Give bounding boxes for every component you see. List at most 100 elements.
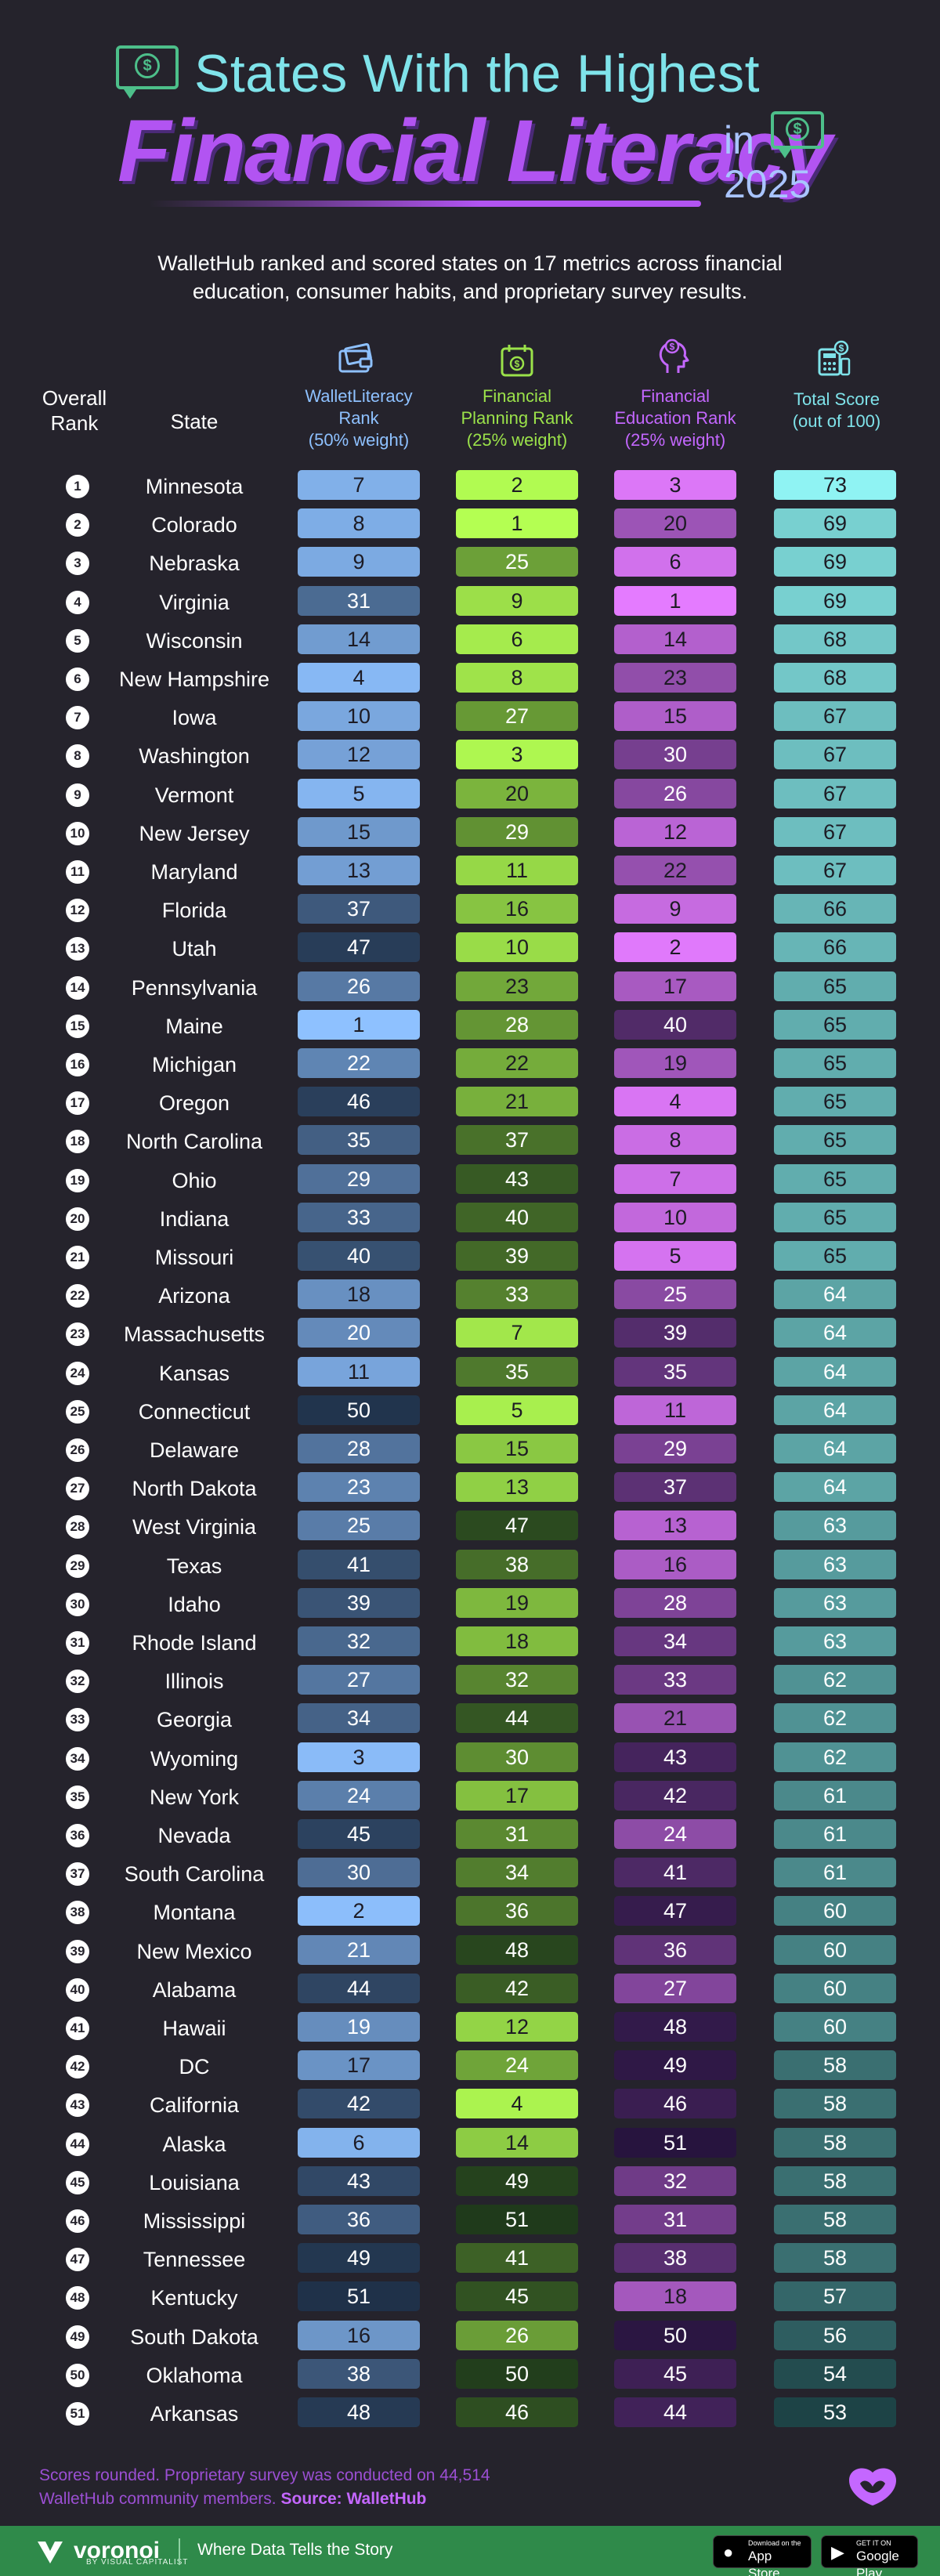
state-name: North Carolina: [125, 1130, 263, 1154]
total-score-cell: 63: [774, 1587, 896, 1618]
state-name: Utah: [172, 937, 217, 961]
financial-education-rank-cell: 37: [614, 1472, 736, 1503]
total-score-cell: 57: [774, 2281, 896, 2312]
table-row: 35 New York 24 17 42 61: [0, 1776, 940, 1814]
financial-education-rank-cell: 35: [614, 1356, 736, 1387]
wallet-literacy-rank-cell: 22: [298, 1048, 420, 1078]
financial-planning-rank-cell: 3: [456, 740, 578, 770]
table-row: 2 Colorado 8 1 20 69: [0, 504, 940, 542]
table-row: 20 Indiana 33 40 10 65: [0, 1198, 940, 1236]
total-score-cell: 69: [774, 508, 896, 539]
wallet-literacy-rank-cell: 27: [298, 1665, 420, 1695]
state-name: Massachusetts: [123, 1322, 266, 1347]
financial-planning-rank-cell: 50: [456, 2358, 578, 2389]
financial-education-rank-cell: 9: [614, 894, 736, 924]
table-row: 30 Idaho 39 19 28 63: [0, 1583, 940, 1622]
financial-education-rank-cell: 33: [614, 1665, 736, 1695]
table-row: 36 Nevada 45 31 24 61: [0, 1814, 940, 1853]
app-store-button[interactable]: ● Download on the App Store: [713, 2535, 812, 2576]
total-score-cell: 65: [774, 1125, 896, 1156]
wallet-literacy-rank-cell: 9: [298, 547, 420, 577]
total-score-cell: 60: [774, 2012, 896, 2042]
table-row: 27 North Dakota 23 13 37 64: [0, 1467, 940, 1506]
total-score-cell: 63: [774, 1626, 896, 1656]
total-score-cell: 67: [774, 856, 896, 885]
overall-rank-badge: 2: [66, 513, 89, 537]
overall-rank-badge: 48: [66, 2286, 89, 2310]
financial-planning-rank-cell: 48: [456, 1934, 578, 1965]
financial-education-rank-cell: 32: [614, 2165, 736, 2196]
table-row: 3 Nebraska 9 25 6 69: [0, 542, 940, 581]
financial-planning-rank-cell: 19: [456, 1587, 578, 1618]
table-row: 18 North Carolina 35 37 8 65: [0, 1120, 940, 1159]
state-name: South Carolina: [124, 1862, 265, 1887]
title-line-2: Financial Literacy: [118, 102, 832, 200]
overall-rank-badge: 34: [66, 1746, 89, 1771]
financial-planning-rank-cell: 51: [456, 2205, 578, 2234]
financial-planning-rank-cell: 47: [456, 1511, 578, 1541]
overall-rank-badge: 27: [66, 1477, 89, 1501]
state-name: Minnesota: [145, 475, 244, 498]
financial-education-rank-cell: 44: [614, 2397, 736, 2427]
financial-education-rank-cell: 28: [614, 1587, 736, 1618]
financial-planning-rank-cell: 44: [456, 1703, 578, 1734]
overall-rank-badge: 43: [66, 2093, 89, 2118]
total-score-cell: 67: [774, 701, 896, 732]
wallet-literacy-rank-cell: 50: [298, 1395, 420, 1425]
table-row: 23 Massachusetts 20 7 39 64: [0, 1313, 940, 1351]
financial-education-rank-cell: 19: [614, 1048, 736, 1078]
wallet-literacy-rank-cell: 41: [298, 1549, 420, 1579]
financial-education-rank-cell: 22: [614, 856, 736, 885]
financial-planning-rank-cell: 1: [456, 508, 578, 539]
total-score-cell: 58: [774, 2127, 896, 2158]
overall-rank-badge: 18: [66, 1130, 89, 1154]
total-score-cell: 64: [774, 1395, 896, 1425]
overall-rank-badge: 28: [66, 1515, 89, 1539]
state-name: Florida: [161, 899, 227, 923]
table-row: 46 Mississippi 36 51 31 58: [0, 2200, 940, 2238]
financial-education-rank-cell: 14: [614, 624, 736, 654]
state-name: Kentucky: [150, 2286, 238, 2310]
table-row: 33 Georgia 34 44 21 62: [0, 1699, 940, 1737]
overall-rank-badge: 29: [66, 1554, 89, 1578]
financial-planning-rank-cell: 10: [456, 932, 578, 963]
financial-education-rank-cell: 30: [614, 740, 736, 770]
wallet-literacy-rank-cell: 5: [298, 778, 420, 809]
wallet-literacy-rank-cell: 19: [298, 2012, 420, 2042]
state-name: Missouri: [154, 1246, 234, 1269]
google-play-button[interactable]: ▶ GET IT ON Google Play: [821, 2535, 918, 2576]
table-row: 5 Wisconsin 14 6 14 68: [0, 620, 940, 658]
total-score-cell: 58: [774, 2089, 896, 2119]
state-name: Maine: [165, 1014, 223, 1038]
state-name: Virginia: [159, 590, 230, 614]
source-label: Source: WalletHub: [280, 2490, 427, 2508]
financial-planning-rank-cell: 41: [456, 2243, 578, 2274]
table-row: 13 Utah 47 10 2 66: [0, 928, 940, 966]
financial-planning-rank-cell: 12: [456, 2012, 578, 2042]
financial-education-rank-cell: 1: [614, 585, 736, 616]
wallet-literacy-rank-cell: 39: [298, 1587, 420, 1618]
financial-planning-rank-cell: 7: [456, 1318, 578, 1348]
wallet-literacy-rank-cell: 14: [298, 624, 420, 654]
col-head-planning: Financial Planning Rank (25% weight): [461, 386, 573, 450]
table-row: 22 Arizona 18 33 25 64: [0, 1275, 940, 1313]
overall-rank-badge: 33: [66, 1708, 89, 1732]
table-row: 38 Montana 2 36 47 60: [0, 1891, 940, 1930]
overall-rank-badge: 39: [66, 1939, 89, 1963]
table-row: 4 Virginia 31 9 1 69: [0, 581, 940, 620]
financial-planning-rank-cell: 45: [456, 2281, 578, 2312]
state-name: Rhode Island: [132, 1631, 257, 1655]
overall-rank-badge: 14: [66, 975, 89, 1000]
state-name: New Hampshire: [118, 668, 270, 691]
state-name: California: [149, 2093, 240, 2118]
overall-rank-badge: 49: [66, 2325, 89, 2349]
wallet-literacy-rank-cell: 28: [298, 1434, 420, 1463]
brand[interactable]: voronoi: [34, 2533, 160, 2569]
total-score-cell: 60: [774, 1896, 896, 1927]
wallet-literacy-rank-cell: 34: [298, 1703, 420, 1734]
wallet-literacy-rank-cell: 13: [298, 856, 420, 885]
overall-rank-badge: 3: [66, 552, 89, 576]
state-name: Tennessee: [143, 2248, 246, 2272]
col-head-rank: Overall Rank: [42, 386, 107, 435]
state-name: Nebraska: [149, 552, 240, 576]
